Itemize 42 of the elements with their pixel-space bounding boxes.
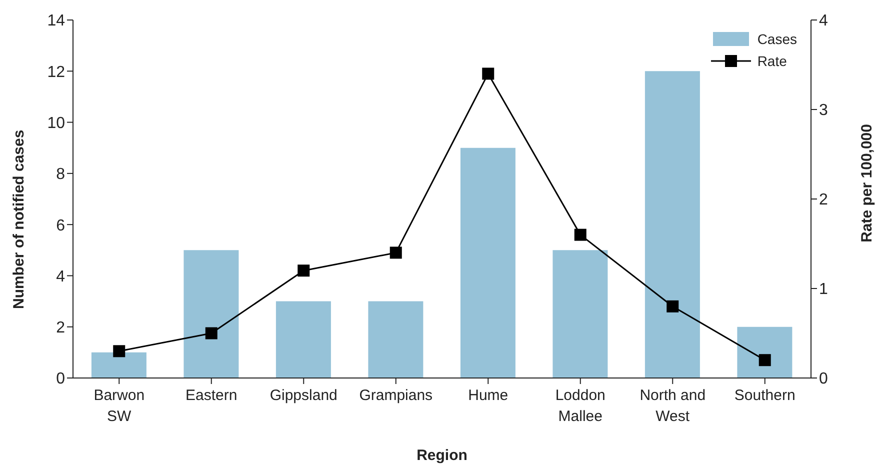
y-tick-label: 8 [56,166,66,184]
y-axis-title: Number of notified cases [10,130,28,309]
bar [91,352,146,378]
y-tick-label: 6 [56,217,66,234]
x-tick-label: North and West [640,387,706,425]
y-tick-label: 0 [56,370,66,388]
point [574,228,586,241]
bar [644,71,700,378]
bar [552,250,608,378]
legend-label: Cases [757,31,797,47]
point [113,345,126,358]
point [758,354,771,366]
x-tick-label: Hume [468,387,508,404]
x-tick-label: Southern [734,387,796,404]
x-tick-label: Loddon Mallee [555,387,606,425]
bar [368,301,424,378]
point [390,246,402,259]
bar [276,301,331,378]
x-tick-label: Barwon SW [94,387,145,425]
point [298,264,310,277]
y2-axis-title: Rate per 100,000 [858,124,876,242]
y-tick-label: 2 [56,320,66,337]
y2-tick-label: 2 [819,192,828,209]
x-tick-label: Eastern [186,387,238,404]
y2-tick-label: 1 [819,281,828,298]
y-tick-label: 12 [47,64,66,81]
point [482,68,494,80]
y2-tick-label: 4 [819,12,828,30]
y2-tick-label: 0 [819,370,828,388]
x-axis-title: Region [416,447,468,464]
y-tick-label: 14 [47,12,66,30]
x-tick-label: Grampians [359,387,433,404]
bar [737,326,792,378]
y-tick-label: 10 [47,114,66,132]
point [666,300,679,312]
x-tick-label: Gippsland [270,387,338,404]
y2-tick-label: 3 [819,102,828,120]
bar [184,250,239,378]
y-tick-label: 4 [56,268,66,286]
point [205,327,218,340]
bar [460,148,516,378]
legend-label: Rate [757,53,787,69]
